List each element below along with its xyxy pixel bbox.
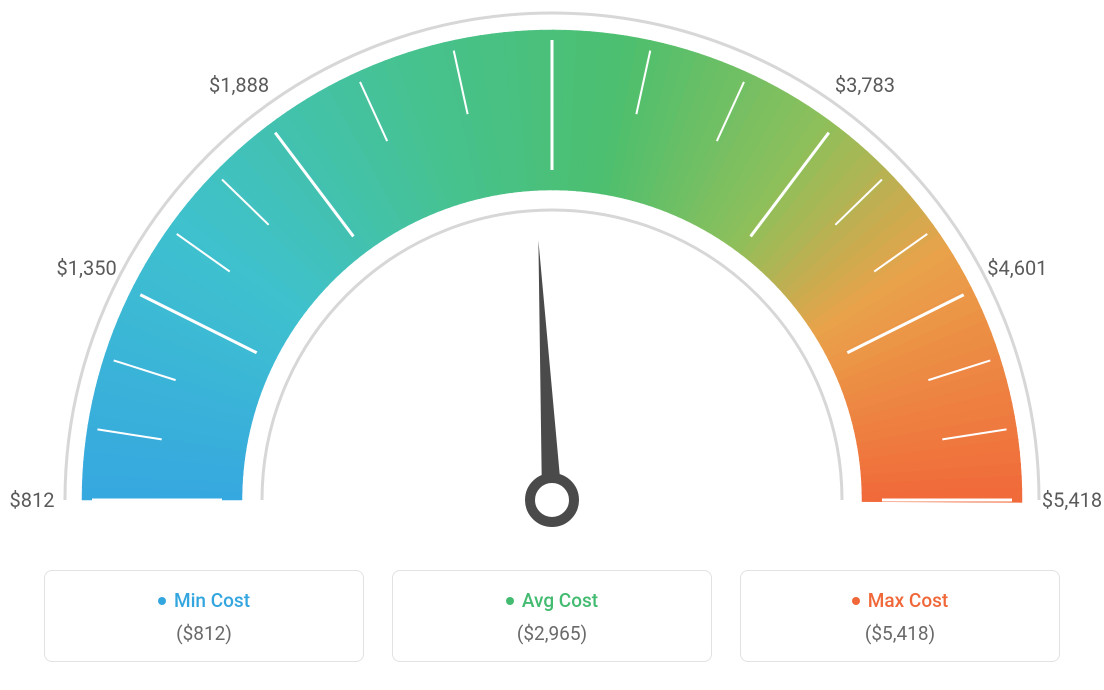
- gauge-needle: [538, 240, 562, 500]
- gauge-pivot: [530, 478, 574, 522]
- legend-title: Max Cost: [852, 589, 948, 612]
- tick-label: $3,783: [835, 73, 895, 97]
- tick-label: $812: [10, 488, 55, 512]
- tick-label: $1,888: [209, 73, 269, 97]
- legend-title: Avg Cost: [506, 589, 598, 612]
- cost-gauge-chart: Min Cost ($812) Avg Cost ($2,965) Max Cost ($…: [0, 0, 1104, 690]
- tick-label: $4,601: [987, 256, 1047, 280]
- tick-label: $1,350: [57, 256, 117, 280]
- tick-label: $5,418: [1042, 488, 1102, 512]
- legend-card-min: Min Cost ($812): [44, 570, 364, 662]
- legend-row: Min Cost ($812) Avg Cost ($2,965) Max Cost ($…: [0, 570, 1104, 662]
- legend-value: ($5,418): [751, 622, 1049, 645]
- legend-title: Min Cost: [158, 589, 250, 612]
- gauge-svg: [0, 0, 1104, 560]
- legend-card-avg: Avg Cost ($2,965): [392, 570, 712, 662]
- legend-value: ($812): [55, 622, 353, 645]
- legend-card-max: Max Cost ($5,418): [740, 570, 1060, 662]
- legend-value: ($2,965): [403, 622, 701, 645]
